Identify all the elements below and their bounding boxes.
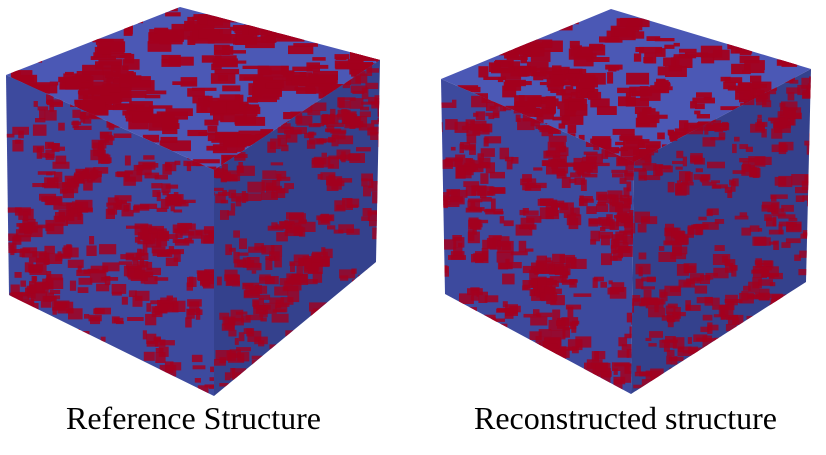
reference-structure-caption: Reference Structure (66, 400, 321, 436)
right-cube-front-face (441, 79, 634, 394)
reconstructed-structure-cube (441, 9, 811, 394)
reconstructed-structure-caption: Reconstructed structure (474, 400, 777, 436)
reference-structure-cube (6, 7, 380, 396)
